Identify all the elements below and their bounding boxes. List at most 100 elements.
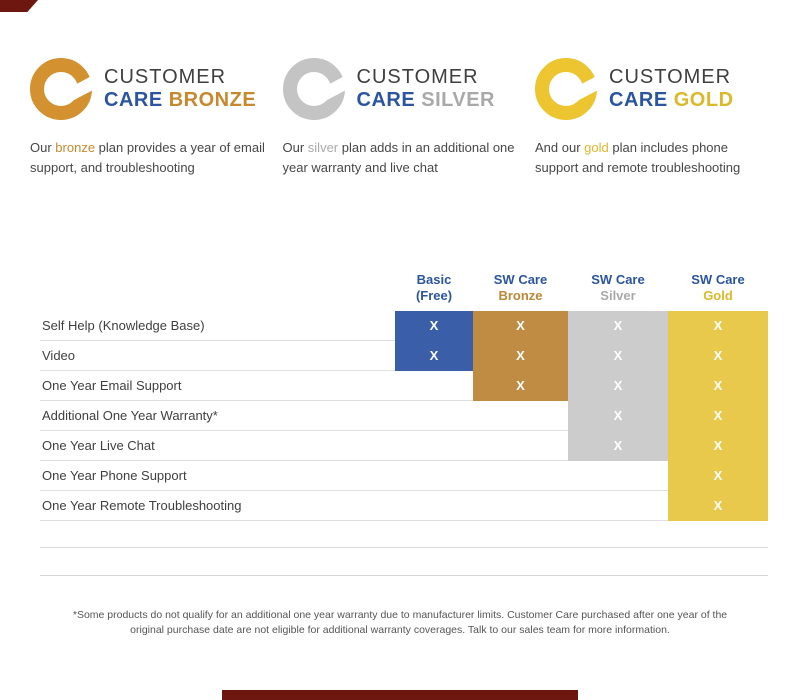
feature-cell-bronze: X <box>473 371 568 401</box>
empty-cell-basic <box>395 461 473 491</box>
table-row: Self Help (Knowledge Base) X X X X <box>40 311 768 341</box>
empty-cell-bronze <box>473 401 568 431</box>
plan-title-line2: CARE BRONZE <box>104 89 256 112</box>
feature-cell-gold: X <box>668 341 768 371</box>
feature-cell-gold: X <box>668 371 768 401</box>
plan-title-line2: CARE SILVER <box>357 89 496 112</box>
table-header-row: Basic (Free) SW Care Bronze SW Care Silver SW … <box>40 266 768 304</box>
plan-title-care: CARE <box>356 89 416 111</box>
column-header-line2: Gold <box>703 287 733 303</box>
logo-notch <box>569 76 603 102</box>
plan-title-care: CARE <box>609 89 668 111</box>
column-header-line1: SW Care <box>591 271 645 287</box>
desc-suffix: plan provides a year of email support, a… <box>30 140 265 176</box>
empty-cell-basic <box>395 431 473 461</box>
desc-keyword: silver <box>307 140 339 155</box>
plan-card-bronze: CUSTOMER CARE BRONZE Our bronze plan pro… <box>30 58 267 178</box>
feature-cell-bronze: X <box>473 341 568 371</box>
feature-cell-silver: X <box>568 431 668 461</box>
feature-cell-bronze: X <box>473 311 568 341</box>
feature-cell-gold: X <box>668 491 768 521</box>
empty-cell-bronze <box>473 431 568 461</box>
comparison-table: Basic (Free) SW Care Bronze SW Care Silver SW … <box>40 266 768 521</box>
empty-cell-silver <box>568 491 668 521</box>
feature-cell-gold: X <box>668 431 768 461</box>
table-row: Video X X X X <box>40 341 768 371</box>
feature-cell-silver: X <box>568 341 668 371</box>
plan-description-gold: And our gold plan includes phone support… <box>535 138 772 178</box>
table-row: One Year Email Support X X X <box>40 371 768 401</box>
empty-cell-silver <box>568 461 668 491</box>
feature-cell-silver: X <box>568 311 668 341</box>
empty-cell-basic <box>395 491 473 521</box>
column-header-line1: SW Care <box>691 271 745 287</box>
desc-prefix: And our <box>535 140 585 155</box>
plan-description-bronze: Our bronze plan provides a year of email… <box>30 138 267 178</box>
feature-cell-silver: X <box>568 401 668 431</box>
row-label: One Year Email Support <box>40 371 395 401</box>
plan-header-gold: CUSTOMER CARE GOLD <box>535 58 772 120</box>
row-label: One Year Remote Troubleshooting <box>40 491 395 521</box>
customer-care-gold-logo-icon <box>535 58 603 120</box>
table-row: One Year Remote Troubleshooting X <box>40 491 768 521</box>
plan-title-customer: CUSTOMER <box>356 66 479 88</box>
top-left-accent <box>0 0 38 12</box>
desc-prefix: Our <box>282 140 308 155</box>
column-header-line2: Bronze <box>498 287 543 303</box>
plan-card-gold: CUSTOMER CARE GOLD And our gold plan inc… <box>535 58 772 178</box>
column-header-line1: Basic <box>416 271 452 287</box>
column-header-basic: Basic (Free) <box>395 272 473 305</box>
plan-description-silver: Our silver plan adds in an additional on… <box>283 138 520 178</box>
table-body: Self Help (Knowledge Base) X X X X Video X X X X O… <box>40 311 768 521</box>
feature-cell-basic: X <box>395 311 473 341</box>
empty-cell-basic <box>395 371 473 401</box>
desc-suffix: plan adds in an additional one year warr… <box>282 140 515 176</box>
plan-title-line2: CARE GOLD <box>609 89 734 112</box>
bottom-bar <box>222 690 578 700</box>
column-header-line2: Silver <box>600 287 636 303</box>
feature-cell-gold: X <box>668 401 768 431</box>
desc-suffix: plan includes phone support and remote t… <box>535 140 741 176</box>
plan-title-customer: CUSTOMER <box>104 66 227 88</box>
column-header-gold: SW Care Gold <box>668 272 768 305</box>
customer-care-bronze-logo-icon <box>30 58 98 120</box>
row-label: Video <box>40 341 395 371</box>
feature-cell-gold: X <box>668 461 768 491</box>
divider-line <box>40 547 768 548</box>
desc-prefix: Our <box>30 140 56 155</box>
plan-title: CUSTOMER CARE SILVER <box>357 66 496 112</box>
logo-notch <box>64 76 98 102</box>
logo-notch <box>317 76 350 102</box>
customer-care-silver-logo-icon <box>282 58 350 120</box>
header-spacer <box>40 266 395 304</box>
plan-title-customer: CUSTOMER <box>609 66 732 88</box>
empty-cell-bronze <box>473 491 568 521</box>
plan-title-tier: GOLD <box>673 89 734 111</box>
column-header-line2: (Free) <box>415 287 453 303</box>
table-row: One Year Phone Support X <box>40 461 768 491</box>
column-header-bronze: SW Care Bronze <box>473 272 568 305</box>
divider-line <box>40 575 768 576</box>
plan-title-care: CARE <box>104 89 163 111</box>
empty-cell-bronze <box>473 461 568 491</box>
plan-title: CUSTOMER CARE GOLD <box>609 66 734 112</box>
feature-cell-gold: X <box>668 311 768 341</box>
row-label: Additional One Year Warranty* <box>40 401 395 431</box>
row-label: One Year Live Chat <box>40 431 395 461</box>
plan-card-silver: CUSTOMER CARE SILVER Our silver plan add… <box>282 58 520 178</box>
column-header-silver: SW Care Silver <box>568 272 668 305</box>
plan-header-bronze: CUSTOMER CARE BRONZE <box>30 58 267 120</box>
desc-keyword: bronze <box>55 140 96 155</box>
plan-title-tier: SILVER <box>421 89 495 111</box>
table-row: Additional One Year Warranty* X X <box>40 401 768 431</box>
plan-header-silver: CUSTOMER CARE SILVER <box>282 58 520 120</box>
empty-cell-basic <box>395 401 473 431</box>
column-header-line1: SW Care <box>493 271 548 287</box>
row-label: One Year Phone Support <box>40 461 395 491</box>
plan-title-tier: BRONZE <box>168 89 257 111</box>
row-label: Self Help (Knowledge Base) <box>40 311 395 341</box>
feature-cell-basic: X <box>395 341 473 371</box>
desc-keyword: gold <box>584 140 609 155</box>
plan-title: CUSTOMER CARE BRONZE <box>104 66 256 112</box>
